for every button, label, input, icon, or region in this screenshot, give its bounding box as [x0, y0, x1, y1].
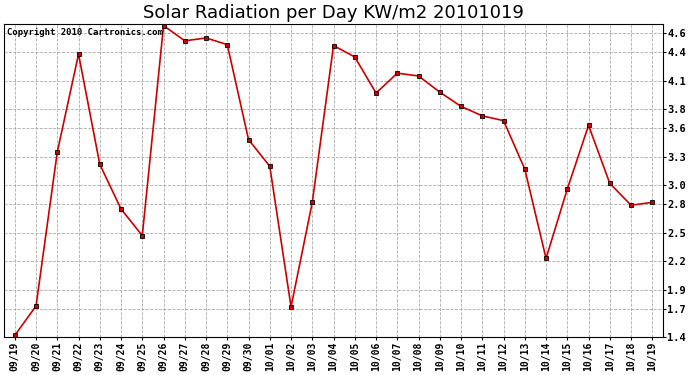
Title: Solar Radiation per Day KW/m2 20101019: Solar Radiation per Day KW/m2 20101019 [143, 4, 524, 22]
Text: Copyright 2010 Cartronics.com: Copyright 2010 Cartronics.com [8, 28, 164, 38]
